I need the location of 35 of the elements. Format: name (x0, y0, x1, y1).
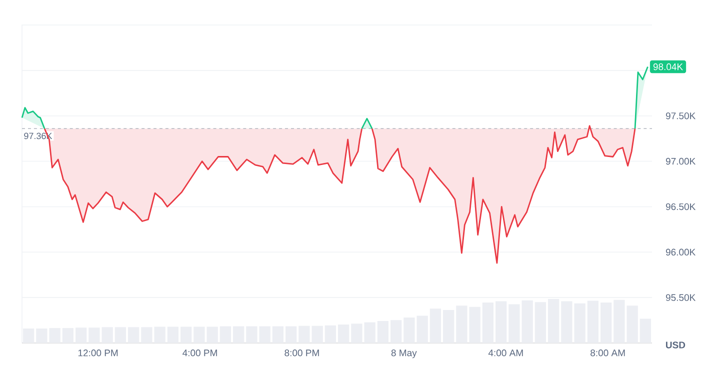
y-tick-label: 97.50K (666, 112, 696, 120)
bar (534, 302, 546, 343)
bar (167, 326, 179, 343)
bar (114, 327, 126, 343)
bar (587, 300, 599, 343)
bar (430, 308, 442, 343)
y-tick-label: 96.50K (666, 203, 696, 210)
bar (128, 327, 140, 343)
x-tick-label: 8:00 AM (590, 350, 625, 356)
bar (272, 326, 284, 343)
x-tick-label: 4:00 PM (182, 350, 217, 356)
x-tick-label: 4:00 AM (488, 350, 523, 356)
y-tick-label: 96.00K (666, 248, 696, 256)
x-tick-label: 12:00 PM (78, 350, 118, 356)
bar (640, 318, 652, 343)
bar (600, 302, 612, 343)
bar (495, 301, 507, 343)
bar (232, 326, 244, 343)
bar (75, 328, 87, 343)
bar (338, 324, 350, 343)
bar (285, 326, 297, 343)
bar (180, 326, 192, 343)
bar (324, 325, 336, 343)
bar (390, 320, 402, 343)
text: USD (666, 342, 686, 348)
x-tick-label: 8 May (391, 350, 417, 358)
bar (442, 310, 454, 343)
y-tick-label: 97.00K (666, 158, 696, 165)
x-tick-label: 8:00 PM (284, 350, 319, 356)
annotation: 98.04K (653, 63, 683, 70)
bar (62, 328, 74, 343)
bar (482, 302, 494, 343)
bar (377, 321, 389, 343)
bar (220, 326, 232, 343)
y-tick-label: 95.50K (666, 294, 696, 301)
